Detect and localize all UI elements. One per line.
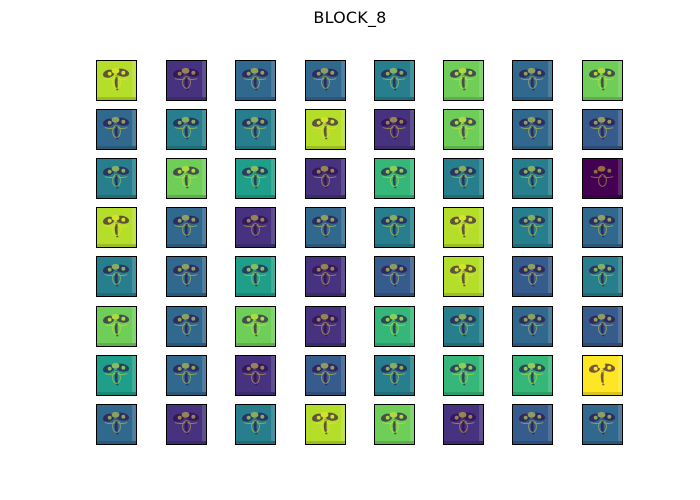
feature-map-thumbnail (512, 306, 553, 347)
feature-map-thumbnail (582, 158, 623, 199)
feature-map-thumbnail (235, 355, 276, 396)
feature-map-thumbnail (96, 158, 137, 199)
feature-map-thumbnail (374, 158, 415, 199)
feature-map-thumbnail (305, 404, 346, 445)
feature-map-thumbnail (443, 355, 484, 396)
feature-map-thumbnail (305, 256, 346, 297)
feature-map-thumbnail (166, 207, 207, 248)
feature-map-thumbnail (235, 306, 276, 347)
feature-map-thumbnail (374, 207, 415, 248)
feature-map-thumbnail (305, 355, 346, 396)
feature-map-thumbnail (512, 256, 553, 297)
feature-map-thumbnail (443, 256, 484, 297)
feature-map-thumbnail (166, 256, 207, 297)
feature-map-thumbnail (374, 355, 415, 396)
feature-map-thumbnail (443, 306, 484, 347)
feature-map-thumbnail (582, 355, 623, 396)
feature-map-thumbnail (443, 109, 484, 150)
figure-title: BLOCK_8 (313, 8, 387, 27)
feature-map-thumbnail (96, 306, 137, 347)
feature-map-thumbnail (582, 207, 623, 248)
feature-map-thumbnail (235, 256, 276, 297)
feature-map-thumbnail (96, 60, 137, 101)
feature-map-thumbnail (305, 60, 346, 101)
feature-map-thumbnail (374, 306, 415, 347)
feature-map-thumbnail (582, 256, 623, 297)
feature-map-thumbnail (374, 109, 415, 150)
feature-map-thumbnail (305, 306, 346, 347)
feature-map-thumbnail (96, 404, 137, 445)
feature-map-thumbnail (512, 60, 553, 101)
feature-map-thumbnail (166, 404, 207, 445)
feature-map-thumbnail (235, 404, 276, 445)
feature-map-thumbnail (96, 109, 137, 150)
feature-map-thumbnail (512, 355, 553, 396)
feature-map-thumbnail (166, 60, 207, 101)
feature-map-thumbnail (166, 355, 207, 396)
feature-map-thumbnail (305, 207, 346, 248)
feature-map-thumbnail (582, 306, 623, 347)
feature-map-thumbnail (582, 109, 623, 150)
feature-map-thumbnail (443, 158, 484, 199)
feature-map-thumbnail (374, 256, 415, 297)
feature-map-thumbnail (96, 256, 137, 297)
feature-map-thumbnail (305, 158, 346, 199)
feature-map-thumbnail (235, 109, 276, 150)
feature-map-thumbnail (512, 404, 553, 445)
feature-map-thumbnail (96, 355, 137, 396)
feature-map-thumbnail (443, 60, 484, 101)
feature-map-thumbnail (166, 306, 207, 347)
feature-map-thumbnail (166, 158, 207, 199)
feature-map-thumbnail (443, 404, 484, 445)
feature-map-thumbnail (582, 60, 623, 101)
feature-map-thumbnail (374, 404, 415, 445)
feature-map-thumbnail (305, 109, 346, 150)
feature-map-thumbnail (235, 207, 276, 248)
feature-map-thumbnail (96, 207, 137, 248)
feature-map-thumbnail (166, 109, 207, 150)
feature-map-thumbnail (512, 207, 553, 248)
feature-map-thumbnail (235, 60, 276, 101)
feature-map-thumbnail (374, 60, 415, 101)
feature-map-thumbnail (443, 207, 484, 248)
feature-map-thumbnail (235, 158, 276, 199)
feature-map-thumbnail (512, 158, 553, 199)
feature-map-thumbnail (582, 404, 623, 445)
feature-map-thumbnail (512, 109, 553, 150)
